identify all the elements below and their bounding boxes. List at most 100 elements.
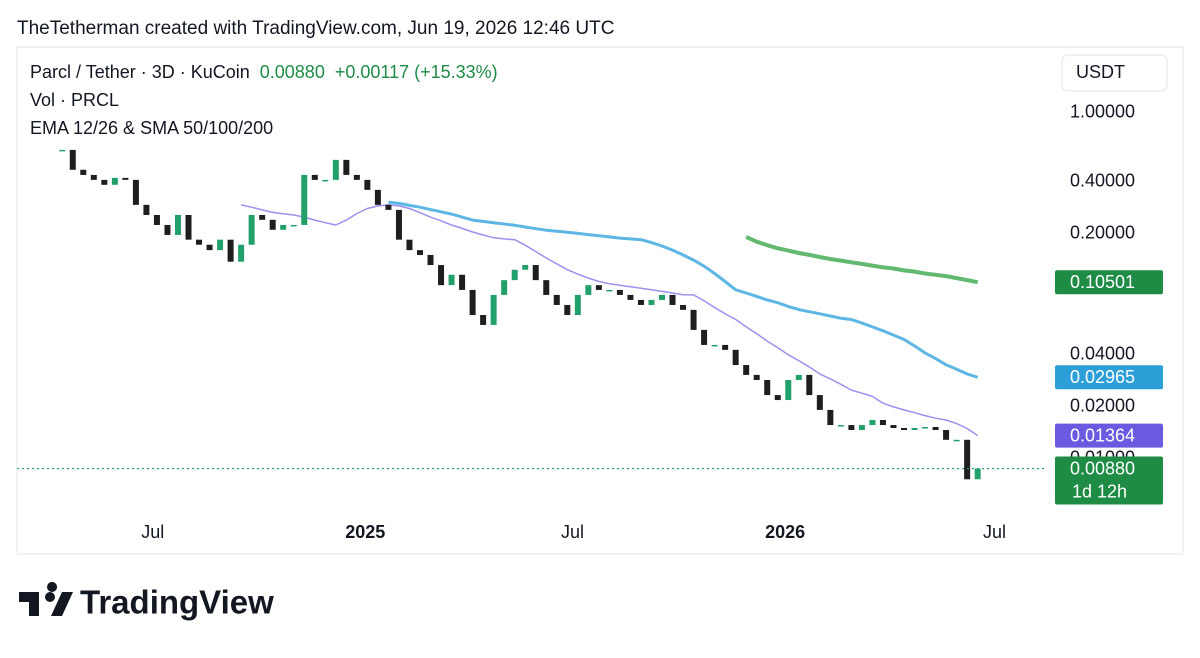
- candle: [680, 304, 687, 310]
- candle: [743, 365, 750, 375]
- candle: [953, 439, 960, 442]
- candle: [322, 179, 329, 182]
- candle: [837, 425, 844, 427]
- candle: [606, 289, 613, 292]
- volume-label: Vol · PRCL: [30, 90, 119, 110]
- candle: [217, 239, 224, 251]
- candle: [227, 239, 234, 262]
- candle: [385, 204, 392, 210]
- candle: [269, 219, 276, 230]
- candle: [364, 179, 371, 190]
- price-badge: [1055, 456, 1163, 505]
- price-badge-label: 0.01364: [1070, 425, 1135, 445]
- candle: [543, 280, 550, 295]
- x-tick-label: Jul: [983, 522, 1006, 542]
- candle: [848, 425, 855, 431]
- candle: [890, 425, 897, 428]
- candle: [395, 209, 402, 240]
- logo: TradingView: [19, 582, 274, 621]
- x-tick-label: Jul: [561, 522, 584, 542]
- price-change: +0.00117 (+15.33%): [335, 62, 498, 82]
- candle: [690, 309, 697, 330]
- candle: [785, 379, 792, 401]
- candle: [290, 224, 297, 227]
- candle: [111, 177, 118, 185]
- candle: [501, 280, 508, 295]
- price-badge: [1055, 365, 1163, 390]
- candle: [511, 269, 518, 281]
- candle: [901, 427, 908, 431]
- candle: [795, 374, 802, 380]
- header: TheTetherman created with TradingView.co…: [17, 18, 614, 39]
- candle: [311, 174, 318, 180]
- candle: [353, 174, 360, 180]
- candle: [764, 379, 771, 396]
- candle: [806, 374, 813, 396]
- candle: [374, 189, 381, 205]
- candle: [858, 425, 865, 431]
- candle: [416, 250, 423, 255]
- candle: [427, 254, 434, 266]
- candle: [732, 349, 739, 366]
- candle: [448, 274, 455, 286]
- candle: [564, 304, 571, 316]
- legend: Parcl / Tether · 3D · KuCoin 0.00880 +0.…: [30, 62, 498, 138]
- price-badge-label: 0.10501: [1070, 272, 1135, 292]
- candle: [585, 285, 592, 295]
- candle: [637, 299, 644, 305]
- candle: [80, 169, 87, 175]
- moving-average: [240, 204, 979, 437]
- candle: [332, 159, 339, 180]
- candle: [648, 299, 655, 305]
- y-tick-label: 1.00000: [1070, 102, 1135, 122]
- candle: [248, 214, 255, 245]
- candle: [143, 204, 150, 215]
- plot: 1.000000.400000.200000.040000.020000.010…: [17, 102, 1163, 542]
- candle: [196, 239, 203, 245]
- price-badge: [1055, 423, 1163, 448]
- candle: [406, 239, 413, 251]
- candle: [753, 374, 760, 380]
- candle: [90, 174, 97, 180]
- price-badge: [1055, 270, 1163, 295]
- candle: [711, 344, 718, 347]
- countdown: 1d 12h: [1072, 481, 1127, 501]
- candle: [69, 149, 76, 170]
- y-tick-label: 0.40000: [1070, 170, 1135, 190]
- candle: [259, 214, 266, 220]
- candle: [553, 294, 560, 305]
- candle: [669, 294, 676, 305]
- candle: [469, 289, 476, 316]
- currency-box[interactable]: [1061, 54, 1168, 92]
- candle: [722, 344, 729, 350]
- candle: [522, 265, 529, 270]
- y-tick-label: 0.20000: [1070, 223, 1135, 243]
- candle: [974, 468, 981, 480]
- candle: [774, 395, 781, 401]
- indicators-label: EMA 12/26 & SMA 50/100/200: [30, 118, 273, 138]
- price-badge-label: 0.00880: [1070, 458, 1135, 478]
- chart-frame: [16, 46, 1184, 555]
- brand: TradingView: [80, 584, 274, 621]
- candle: [343, 159, 350, 175]
- candle: [480, 315, 487, 325]
- candle: [869, 419, 876, 426]
- candle: [164, 224, 171, 235]
- candle: [627, 294, 634, 300]
- x-tick-label: 2026: [765, 522, 805, 542]
- candle: [943, 430, 950, 440]
- candle: [574, 294, 581, 316]
- y-tick-label: 0.04000: [1070, 344, 1135, 364]
- x-tick-label: Jul: [141, 522, 164, 542]
- candle: [122, 177, 129, 180]
- candle: [658, 294, 665, 300]
- logo-dot: [45, 592, 55, 602]
- moving-average: [388, 200, 979, 379]
- logo-mark: [19, 582, 73, 616]
- candle: [616, 289, 623, 295]
- candle: [438, 265, 445, 286]
- price-badge-label: 0.02965: [1070, 367, 1135, 387]
- candle: [132, 179, 139, 205]
